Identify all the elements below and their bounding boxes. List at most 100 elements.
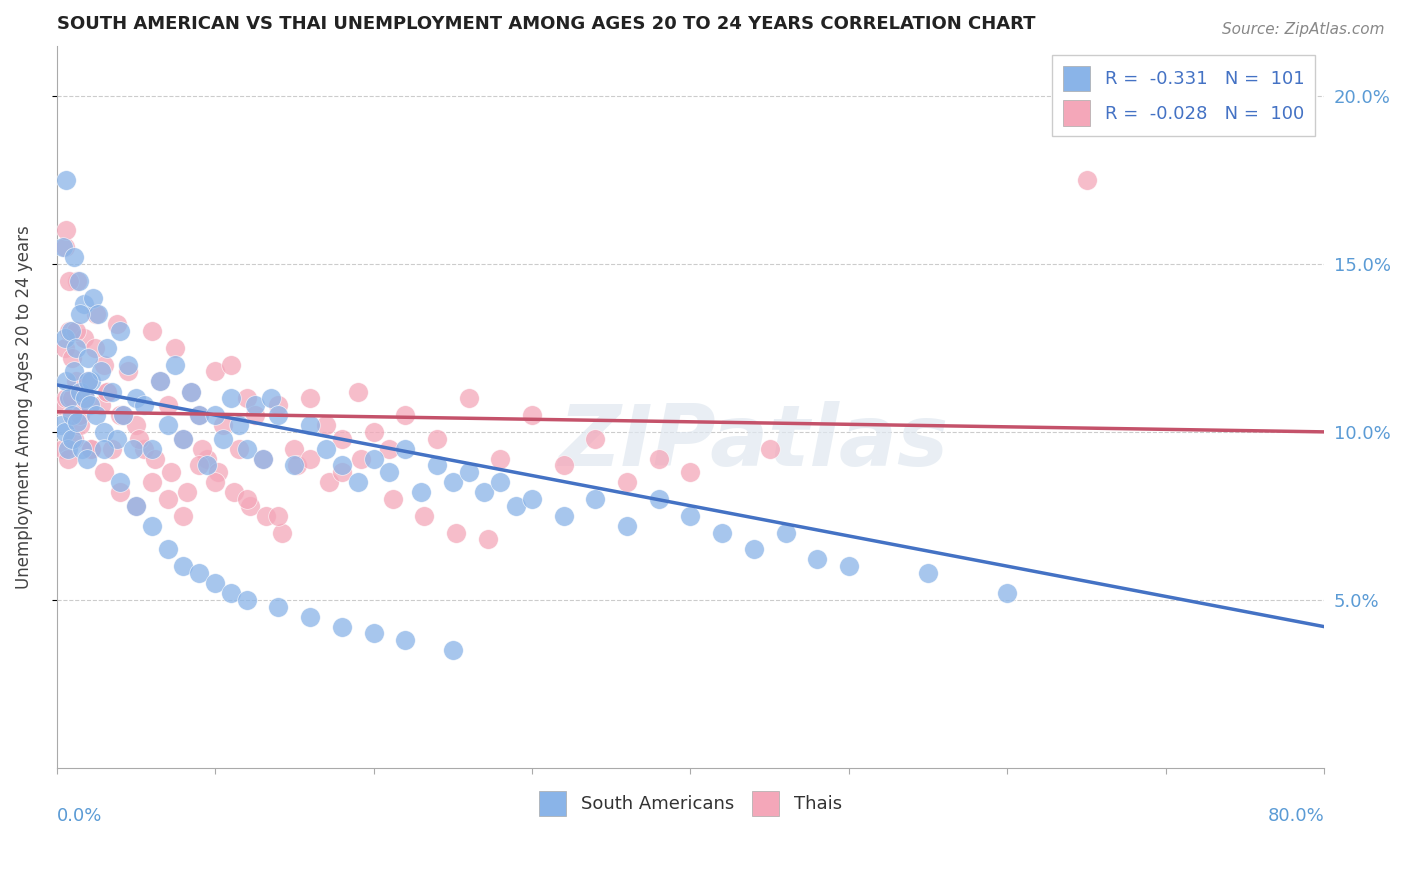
- South Americans: [67, 274, 90, 288]
- South Americans: [156, 542, 179, 557]
- Thais: [128, 432, 150, 446]
- South Americans: [72, 297, 94, 311]
- South Americans: [679, 508, 702, 523]
- Thais: [108, 408, 131, 422]
- Thais: [520, 408, 543, 422]
- South Americans: [520, 491, 543, 506]
- Thais: [394, 408, 416, 422]
- South Americans: [212, 432, 235, 446]
- South Americans: [742, 542, 765, 557]
- South Americans: [838, 559, 860, 574]
- South Americans: [188, 408, 211, 422]
- Thais: [105, 318, 128, 332]
- Thais: [62, 351, 84, 365]
- Thais: [93, 465, 115, 479]
- Thais: [52, 442, 75, 456]
- Thais: [219, 358, 242, 372]
- South Americans: [121, 442, 143, 456]
- Thais: [96, 384, 118, 399]
- South Americans: [53, 425, 76, 439]
- South Americans: [76, 451, 98, 466]
- South Americans: [105, 432, 128, 446]
- Thais: [90, 398, 112, 412]
- Thais: [112, 408, 135, 422]
- South Americans: [59, 324, 82, 338]
- South Americans: [995, 586, 1018, 600]
- Thais: [80, 442, 103, 456]
- South Americans: [267, 599, 290, 614]
- South Americans: [394, 633, 416, 648]
- Thais: [350, 451, 373, 466]
- Thais: [330, 465, 353, 479]
- South Americans: [363, 626, 385, 640]
- South Americans: [66, 415, 89, 429]
- Thais: [180, 384, 202, 399]
- South Americans: [108, 324, 131, 338]
- Thais: [267, 398, 290, 412]
- Thais: [101, 442, 124, 456]
- Thais: [55, 223, 77, 237]
- Thais: [176, 485, 198, 500]
- Thais: [63, 432, 86, 446]
- South Americans: [583, 491, 606, 506]
- Thais: [62, 392, 84, 406]
- South Americans: [228, 418, 250, 433]
- South Americans: [93, 442, 115, 456]
- Thais: [204, 475, 226, 490]
- Text: 0.0%: 0.0%: [56, 807, 103, 825]
- South Americans: [65, 341, 87, 355]
- Thais: [65, 324, 87, 338]
- Thais: [315, 418, 337, 433]
- South Americans: [141, 442, 163, 456]
- Thais: [141, 475, 163, 490]
- South Americans: [156, 418, 179, 433]
- Thais: [413, 508, 436, 523]
- South Americans: [70, 442, 93, 456]
- South Americans: [117, 358, 139, 372]
- Thais: [195, 451, 218, 466]
- Thais: [239, 499, 262, 513]
- Thais: [318, 475, 340, 490]
- Thais: [287, 458, 309, 473]
- Thais: [56, 451, 79, 466]
- South Americans: [77, 375, 100, 389]
- Thais: [108, 485, 131, 500]
- South Americans: [69, 384, 91, 399]
- South Americans: [56, 442, 79, 456]
- Thais: [299, 392, 322, 406]
- South Americans: [236, 442, 259, 456]
- South Americans: [69, 307, 91, 321]
- South Americans: [259, 392, 281, 406]
- South Americans: [806, 552, 828, 566]
- Thais: [59, 408, 82, 422]
- South Americans: [80, 375, 103, 389]
- South Americans: [441, 475, 464, 490]
- South Americans: [90, 364, 112, 378]
- South Americans: [87, 307, 110, 321]
- Thais: [267, 508, 290, 523]
- South Americans: [77, 351, 100, 365]
- South Americans: [505, 499, 527, 513]
- South Americans: [330, 458, 353, 473]
- South Americans: [474, 485, 496, 500]
- South Americans: [917, 566, 939, 580]
- South Americans: [149, 375, 172, 389]
- Thais: [758, 442, 780, 456]
- Thais: [254, 508, 277, 523]
- Thais: [212, 418, 235, 433]
- Thais: [583, 432, 606, 446]
- South Americans: [51, 418, 73, 433]
- Thais: [252, 451, 274, 466]
- Thais: [149, 375, 172, 389]
- South Americans: [180, 384, 202, 399]
- South Americans: [96, 341, 118, 355]
- South Americans: [775, 525, 797, 540]
- South Americans: [125, 392, 148, 406]
- South Americans: [553, 508, 575, 523]
- Thais: [346, 384, 368, 399]
- South Americans: [132, 398, 155, 412]
- South Americans: [52, 240, 75, 254]
- South Americans: [711, 525, 734, 540]
- South Americans: [299, 609, 322, 624]
- South Americans: [299, 418, 322, 433]
